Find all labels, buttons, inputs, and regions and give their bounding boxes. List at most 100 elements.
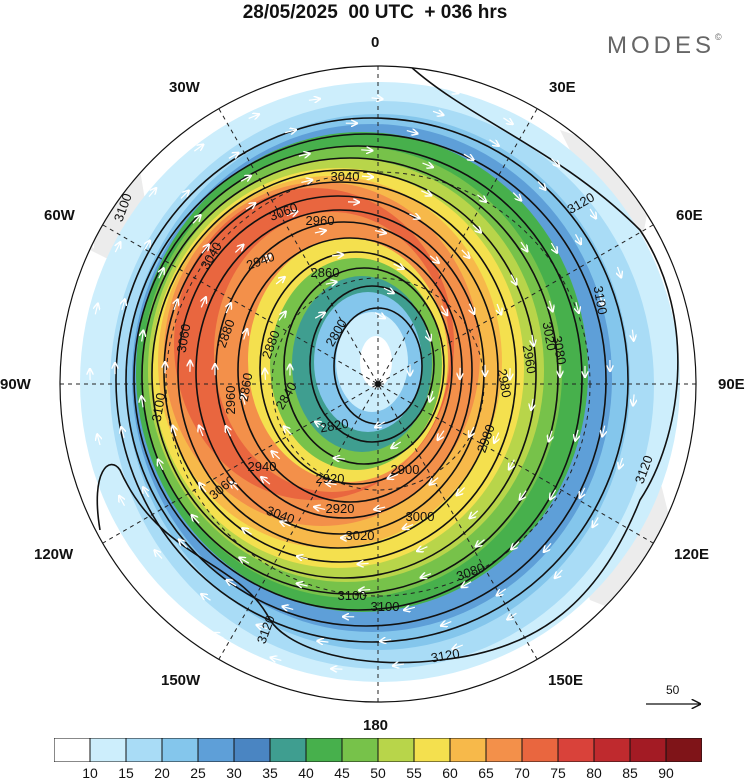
colorbar-tick-label: 75 [550, 765, 566, 781]
wind-arrow [544, 543, 552, 551]
contour-label: 3000 [406, 509, 435, 524]
wind-arrow [155, 550, 163, 559]
wind-arrow [447, 89, 458, 93]
wind-arrow [430, 390, 433, 402]
colorbar-box [233, 738, 271, 762]
wind-arrow [375, 422, 386, 428]
brand-logo: MODES© [607, 32, 722, 60]
wind-arrow [421, 574, 432, 578]
wind-arrow [298, 154, 310, 156]
wind-arrow [240, 176, 251, 181]
wind-arrow [284, 130, 296, 133]
wind-arrow [97, 434, 100, 446]
wind-arrow [95, 304, 98, 315]
wind-arrow [314, 231, 326, 233]
wind-arrow [361, 150, 372, 151]
wind-arrow [90, 493, 95, 504]
lon-label-0: 0 [371, 34, 380, 51]
wind-arrow [297, 556, 308, 559]
lon-label-30e: 30E [549, 79, 576, 96]
wind-arrow [174, 300, 178, 311]
lon-label-90e: 90E [718, 376, 745, 393]
wind-arrow [314, 507, 326, 510]
contour-label: 2960 [223, 386, 238, 415]
wind-arrow [326, 71, 338, 72]
colorbar-box [665, 738, 702, 762]
contour-label: 3120 [430, 646, 461, 666]
wind-arrow [438, 430, 445, 440]
wind-arrow [550, 489, 556, 500]
contour-label: 2940 [248, 459, 277, 474]
colorbar-box [341, 738, 379, 762]
wind-arrow [549, 430, 552, 442]
map-title: 28/05/2025 00 UTC + 036 hrs [242, 2, 508, 23]
colorbar-box [89, 738, 127, 762]
wind-arrow [633, 394, 634, 405]
wind-arrow [537, 181, 545, 190]
colorbar [54, 738, 702, 762]
wind-arrow [314, 313, 325, 319]
wind-arrow [244, 329, 247, 340]
wind-arrow [199, 426, 203, 437]
wind-arrow [383, 288, 394, 293]
wind-arrow [331, 255, 343, 256]
map-boundary [59, 65, 697, 703]
contour-label: 3020 [346, 528, 375, 543]
wind-arrow [432, 111, 443, 115]
wind-arrow [284, 427, 292, 436]
wind-arrow [272, 451, 281, 460]
wind-arrow [158, 460, 163, 470]
colorbar-box [161, 738, 199, 762]
wind-arrow [283, 607, 294, 610]
lon-label-30w: 30W [169, 79, 200, 96]
wind-arrow [141, 396, 143, 408]
wind-arrow [286, 211, 297, 215]
colorbar-box [413, 738, 451, 762]
wind-arrow [555, 569, 563, 578]
wind-arrow [374, 507, 386, 509]
wind-arrow [549, 300, 552, 312]
wind-arrow [512, 192, 521, 201]
wind-arrow [231, 482, 239, 491]
wind-arrow [148, 188, 156, 197]
colorbar-box [521, 738, 559, 762]
wind-arrow [632, 329, 633, 341]
wind-arrow [71, 431, 73, 443]
wind-arrow [261, 256, 271, 263]
contour-label: 2860 [311, 265, 340, 280]
colorbar-tick-label: 25 [190, 765, 206, 781]
height-contours [96, 66, 679, 664]
wind-arrow [201, 594, 211, 601]
wind-arrow [532, 334, 534, 346]
wind-arrow [297, 584, 308, 587]
wind-arrow [551, 158, 560, 167]
contour-label: 3100 [371, 599, 400, 614]
wind-arrow [315, 422, 326, 428]
wind-arrow [119, 496, 124, 506]
wind-arrow [242, 528, 252, 535]
wind-arrow [122, 300, 125, 311]
contour-label: 2900 [391, 462, 420, 477]
wind-arrow [421, 191, 431, 196]
colorbar-box [629, 738, 667, 762]
wind-arrow [228, 153, 239, 158]
colorbar-box [485, 738, 523, 762]
contour-label: 2980 [495, 368, 515, 399]
colorbar-tick-label: 80 [586, 765, 602, 781]
wind-arrow [462, 582, 472, 587]
wind-arrow [602, 425, 605, 437]
wind-arrow [271, 658, 282, 661]
wind-arrow [576, 302, 579, 313]
wind-arrow [374, 313, 385, 319]
wind-arrow [453, 645, 464, 649]
wind-arrow [551, 242, 557, 253]
wind-arrow [403, 525, 414, 529]
wind-arrow [511, 274, 516, 285]
lon-label-180: 180 [363, 717, 389, 734]
colorbar-box [557, 738, 595, 762]
colorbar-tick-label: 70 [514, 765, 530, 781]
wind-arrow [489, 139, 499, 146]
wind-arrow [461, 249, 470, 258]
lon-label-120w: 120W [34, 546, 74, 563]
wind-arrow [143, 487, 149, 498]
